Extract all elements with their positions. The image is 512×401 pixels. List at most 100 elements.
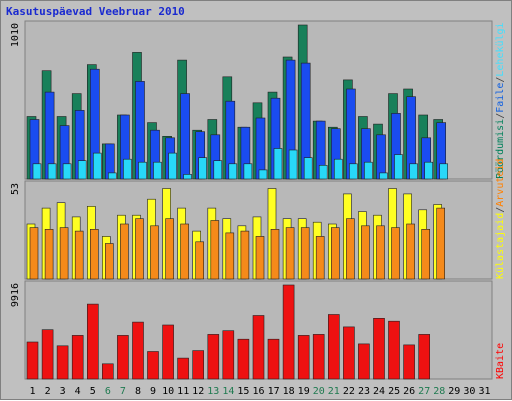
bar-bottom-kbaite-day-21 — [327, 314, 340, 380]
bar-top-lehekülgi-day-2 — [47, 163, 57, 180]
day-tick-label-6: 6 — [105, 386, 111, 397]
bar-middle-arvuteid-day-15 — [240, 230, 250, 280]
bar-middle-arvuteid-day-14 — [225, 232, 235, 280]
bar-middle-arvuteid-day-3 — [59, 227, 69, 280]
bar-top-lehekülgi-day-6 — [108, 172, 117, 180]
bar-top-lehekülgi-day-8 — [138, 161, 147, 180]
day-tick-label-7: 7 — [120, 386, 126, 397]
day-tick-label-30: 30 — [463, 386, 475, 397]
day-tick-label-23: 23 — [358, 386, 370, 397]
bar-bottom-kbaite-day-22 — [343, 326, 355, 380]
day-tick-label-9: 9 — [150, 386, 156, 397]
bar-bottom-kbaite-day-24 — [373, 317, 385, 380]
bar-bottom-kbaite-day-16 — [252, 315, 265, 380]
day-tick-label-1: 1 — [29, 386, 35, 397]
bar-top-lehekülgi-day-10 — [168, 152, 177, 180]
panel-top-legend-item-0: Pöördumisi — [495, 119, 506, 179]
bar-top-lehekülgi-day-3 — [62, 163, 72, 180]
day-tick-label-17: 17 — [268, 386, 280, 397]
panel-bottom-legend-item-0: KBaite — [495, 343, 506, 379]
bar-middle-arvuteid-day-27 — [421, 229, 431, 280]
panel-middle-legend-item-1: / — [495, 207, 506, 213]
bar-top-lehekülgi-day-13 — [213, 160, 223, 180]
bar-middle-arvuteid-day-4 — [74, 230, 84, 280]
bar-middle-arvuteid-day-10 — [165, 218, 174, 280]
bar-bottom-kbaite-day-10 — [162, 324, 174, 380]
day-tick-label-18: 18 — [283, 386, 295, 397]
day-tick-label-26: 26 — [403, 386, 415, 397]
day-tick-label-14: 14 — [222, 386, 234, 397]
day-tick-label-10: 10 — [162, 386, 174, 397]
day-tick-label-12: 12 — [192, 386, 204, 397]
bar-top-lehekülgi-day-1 — [32, 163, 42, 180]
day-tick-label-20: 20 — [313, 386, 325, 397]
bar-top-lehekülgi-day-19 — [303, 157, 313, 180]
bar-top-lehekülgi-day-23 — [364, 161, 373, 180]
day-tick-label-22: 22 — [343, 386, 355, 397]
day-tick-label-28: 28 — [433, 386, 445, 397]
bar-top-lehekülgi-day-27 — [424, 161, 434, 180]
panel-top-legend-item-1: / — [495, 113, 506, 119]
bar-bottom-kbaite-day-7 — [117, 335, 129, 380]
panel-top-max-label: 1010 — [10, 23, 21, 47]
panel-top-legend-item-3: / — [495, 77, 506, 83]
bar-bottom-kbaite-day-9 — [147, 351, 159, 380]
bar-bottom-kbaite-day-26 — [403, 344, 415, 380]
bar-bottom-kbaite-day-11 — [177, 357, 189, 380]
panel-bottom: 9916 KBaite — [10, 280, 506, 380]
bar-middle-arvuteid-day-17 — [270, 229, 280, 280]
bar-top-lehekülgi-day-12 — [198, 157, 207, 180]
bar-middle-arvuteid-day-7 — [120, 223, 129, 280]
day-tick-label-24: 24 — [373, 386, 385, 397]
day-tick-label-8: 8 — [135, 386, 141, 397]
bar-top-lehekülgi-day-7 — [123, 158, 132, 180]
bar-top-lehekülgi-day-14 — [228, 163, 238, 180]
bar-top-lehekülgi-day-21 — [333, 158, 343, 180]
bar-bottom-kbaite-day-5 — [87, 303, 99, 380]
bar-middle-arvuteid-day-13 — [210, 220, 220, 280]
bar-bottom-kbaite-day-4 — [71, 335, 84, 380]
bar-top-lehekülgi-day-5 — [93, 152, 102, 180]
bar-bottom-kbaite-day-27 — [418, 334, 431, 380]
day-tick-label-15: 15 — [237, 386, 249, 397]
day-tick-label-11: 11 — [177, 386, 189, 397]
bar-bottom-kbaite-day-20 — [312, 334, 325, 380]
bar-middle-arvuteid-day-20 — [315, 236, 325, 280]
bar-bottom-kbaite-day-19 — [297, 335, 310, 380]
panel-top-legend-item-4: Lehekülgi — [495, 22, 506, 76]
day-tick-label-21: 21 — [328, 386, 340, 397]
bar-middle-arvuteid-day-12 — [195, 241, 204, 280]
bar-middle-arvuteid-day-25 — [391, 227, 400, 280]
bar-middle-arvuteid-day-26 — [406, 223, 415, 280]
bar-bottom-kbaite-day-2 — [41, 329, 54, 380]
panel-top-legend-item-2: Faile — [495, 83, 506, 113]
bar-middle-arvuteid-day-11 — [180, 223, 189, 280]
bar-top-lehekülgi-day-20 — [318, 165, 328, 180]
bar-top-lehekülgi-day-24 — [379, 172, 388, 180]
bar-top-lehekülgi-day-22 — [349, 163, 358, 180]
day-tick-label-29: 29 — [448, 386, 460, 397]
bar-top-lehekülgi-day-15 — [243, 163, 253, 180]
day-tick-label-31: 31 — [478, 386, 490, 397]
bar-middle-arvuteid-day-18 — [285, 227, 295, 280]
bar-top-lehekülgi-day-16 — [258, 169, 268, 180]
bar-bottom-kbaite-day-17 — [267, 338, 280, 380]
bar-middle-arvuteid-day-9 — [150, 225, 159, 280]
panel-middle-max-label: 53 — [10, 183, 21, 195]
bar-bottom-kbaite-day-1 — [26, 341, 39, 380]
bar-middle-arvuteid-day-22 — [346, 218, 355, 280]
bar-top-lehekülgi-day-26 — [409, 163, 418, 180]
bar-bottom-kbaite-day-8 — [132, 321, 144, 380]
panel-bottom-legend: KBaite — [495, 343, 506, 379]
day-tick-label-3: 3 — [60, 386, 66, 397]
bar-bottom-kbaite-day-15 — [237, 338, 250, 380]
bar-top-faile-day-11 — [180, 93, 190, 180]
bar-bottom-kbaite-day-13 — [207, 334, 220, 380]
chart-body: 1010Pöördumisi/Faile/Lehekülgi53Külastaj… — [10, 20, 506, 397]
panel-middle-legend: Külastajaid/Arvuteid — [495, 159, 506, 279]
bar-top-lehekülgi-day-25 — [394, 154, 403, 180]
bar-bottom-kbaite-day-14 — [222, 330, 235, 380]
bar-middle-arvuteid-day-5 — [90, 229, 99, 280]
